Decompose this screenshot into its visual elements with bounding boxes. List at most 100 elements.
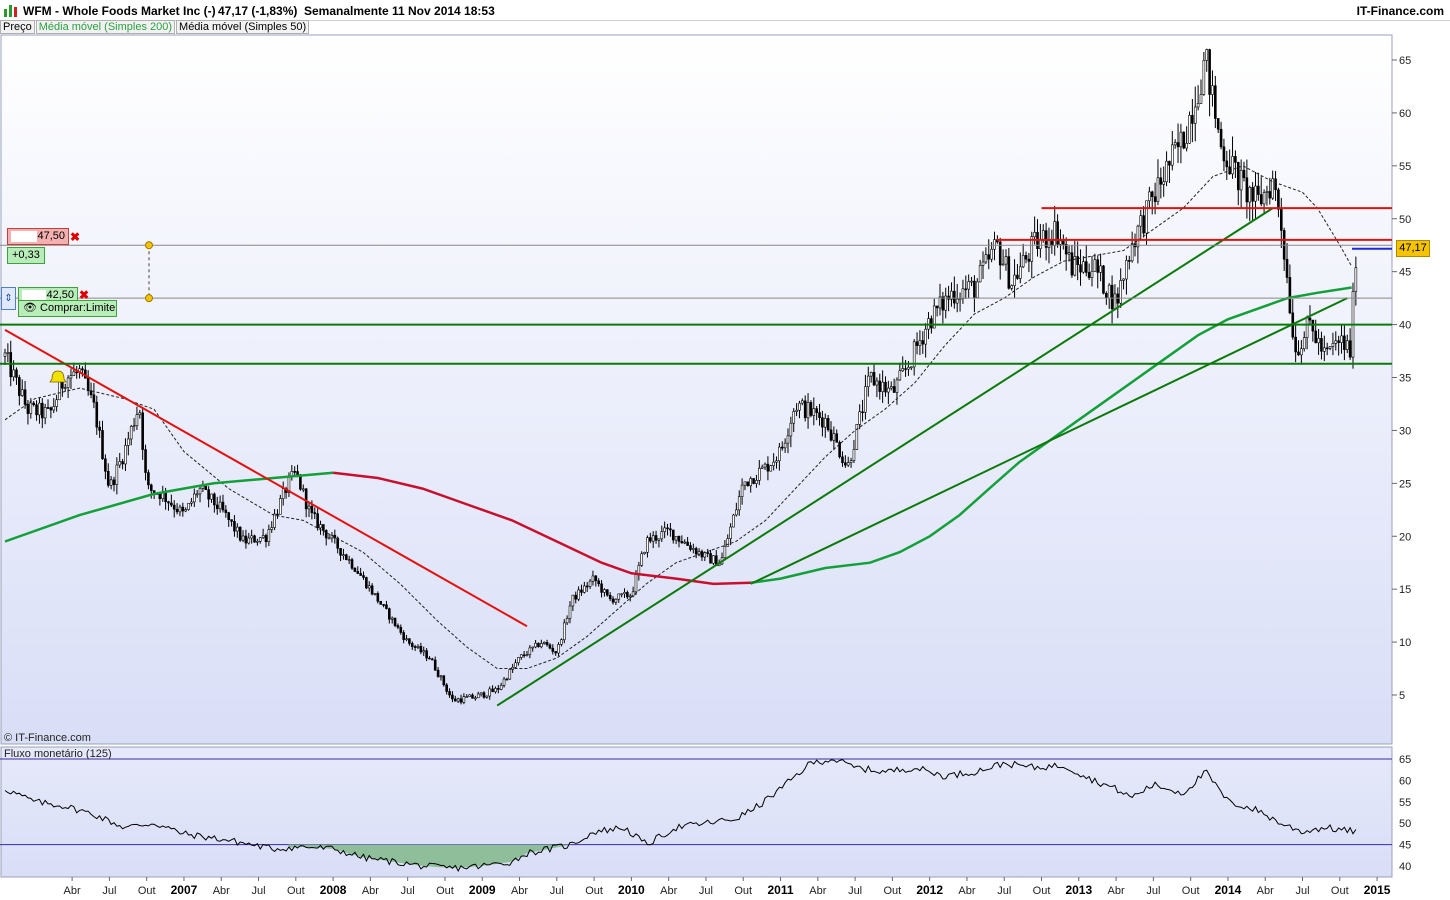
candle-body — [479, 692, 483, 695]
indicator-y-tick-label: 40 — [1399, 861, 1411, 873]
candle-body — [413, 646, 417, 648]
candle-body — [677, 536, 681, 542]
candle-body — [583, 585, 586, 593]
drag-handle-icon[interactable]: ⇕ — [1, 287, 16, 310]
y-tick-label: 45 — [1399, 267, 1411, 279]
candle-body — [783, 442, 787, 449]
candle-body — [1102, 265, 1105, 294]
candle-body — [821, 417, 824, 428]
candle-body — [872, 372, 876, 386]
candle-body — [666, 527, 669, 530]
candle-body — [1288, 277, 1292, 314]
candle-body — [1082, 261, 1085, 273]
y-tick-label: 55 — [1399, 161, 1411, 173]
alert-bell-icon[interactable] — [49, 370, 67, 383]
close-order-icon[interactable]: ✖ — [70, 230, 81, 244]
candle-body — [608, 594, 612, 600]
watermark: © IT-Finance.com — [4, 732, 91, 744]
indicator-y-tick-label: 55 — [1399, 797, 1411, 809]
candle-body — [324, 530, 328, 539]
candle-body — [1225, 160, 1229, 168]
candle-body — [127, 438, 130, 446]
candle-body — [663, 527, 666, 532]
candle-body — [1059, 240, 1062, 245]
candle-body — [941, 296, 945, 311]
candle-body — [101, 430, 104, 460]
legend-ma50[interactable]: Média móvel (Simples 50) — [176, 20, 310, 34]
candle-body — [1084, 261, 1088, 273]
candle-body — [1096, 259, 1100, 273]
candle-body — [657, 538, 661, 541]
candle-body — [812, 408, 816, 416]
downtrend-line[interactable] — [4, 329, 528, 628]
candle-body — [537, 642, 540, 648]
candle-body — [184, 509, 187, 512]
candle-body — [918, 340, 922, 346]
sell-order-price: 47,50 — [37, 230, 65, 242]
candle-body — [336, 537, 339, 549]
candle-body — [1196, 103, 1200, 108]
candle-body — [766, 463, 770, 472]
candle-body — [907, 366, 910, 370]
candle-body — [1231, 156, 1234, 175]
candle-body — [453, 698, 457, 702]
candle-body — [1062, 240, 1065, 245]
candle-body — [881, 381, 884, 392]
candle-body — [1271, 178, 1274, 199]
candle-body — [752, 478, 755, 484]
order-handle-icon[interactable] — [145, 294, 153, 303]
candle-body — [215, 504, 219, 510]
candle-body — [1041, 230, 1045, 240]
candle-body — [654, 535, 658, 541]
candle-body — [72, 371, 76, 376]
candle-body — [1248, 187, 1252, 203]
candle-body — [40, 402, 44, 419]
indicator-fill-area — [288, 844, 605, 869]
candle-body — [953, 290, 956, 304]
candle-body — [772, 461, 775, 466]
candle-body — [95, 401, 99, 428]
limit-order-sell[interactable]: 47,50 ✖ — [7, 228, 80, 245]
candle-body — [562, 622, 566, 641]
candle-body — [1239, 169, 1243, 191]
candle-body — [190, 501, 193, 504]
uptrend-line[interactable] — [496, 207, 1274, 707]
candle-body — [1234, 156, 1237, 163]
x-month-label: Out — [287, 885, 305, 897]
candle-body — [69, 375, 73, 379]
candle-body — [319, 524, 322, 529]
candle-body — [1323, 347, 1326, 352]
candle-body — [646, 537, 649, 553]
chart-logo-icon — [4, 5, 17, 17]
x-year-label: 2015 — [1364, 883, 1391, 897]
candle-body — [112, 479, 116, 485]
legend-price[interactable]: Preço — [0, 20, 35, 34]
candle-body — [540, 643, 543, 648]
eye-icon[interactable]: 👁 — [23, 302, 37, 314]
x-month-label: Out — [436, 885, 454, 897]
candle-body — [1139, 215, 1143, 227]
candle-body — [1245, 177, 1249, 203]
candle-body — [296, 471, 299, 475]
legend-ma200[interactable]: Média móvel (Simples 200) — [35, 20, 176, 34]
candle-body — [924, 328, 927, 345]
candle-body — [258, 537, 262, 542]
x-month-label: Abr — [362, 885, 379, 897]
close-order-icon[interactable]: ✖ — [79, 288, 90, 302]
candle-body — [149, 484, 153, 491]
candle-body — [247, 537, 251, 544]
candle-body — [422, 650, 426, 653]
x-month-label: Jul — [699, 885, 713, 897]
candle-body — [1285, 258, 1289, 278]
uptrend-line[interactable] — [750, 297, 1348, 585]
candle-body — [342, 554, 345, 556]
candle-body — [1113, 293, 1117, 310]
candle-body — [1274, 178, 1277, 191]
candle-body — [141, 412, 144, 450]
order-handle-icon[interactable] — [145, 241, 153, 250]
candle-body — [1300, 348, 1303, 356]
candle-body — [628, 595, 632, 598]
candle-body — [224, 509, 228, 513]
candle-body — [829, 429, 833, 441]
x-month-label: Abr — [809, 885, 826, 897]
